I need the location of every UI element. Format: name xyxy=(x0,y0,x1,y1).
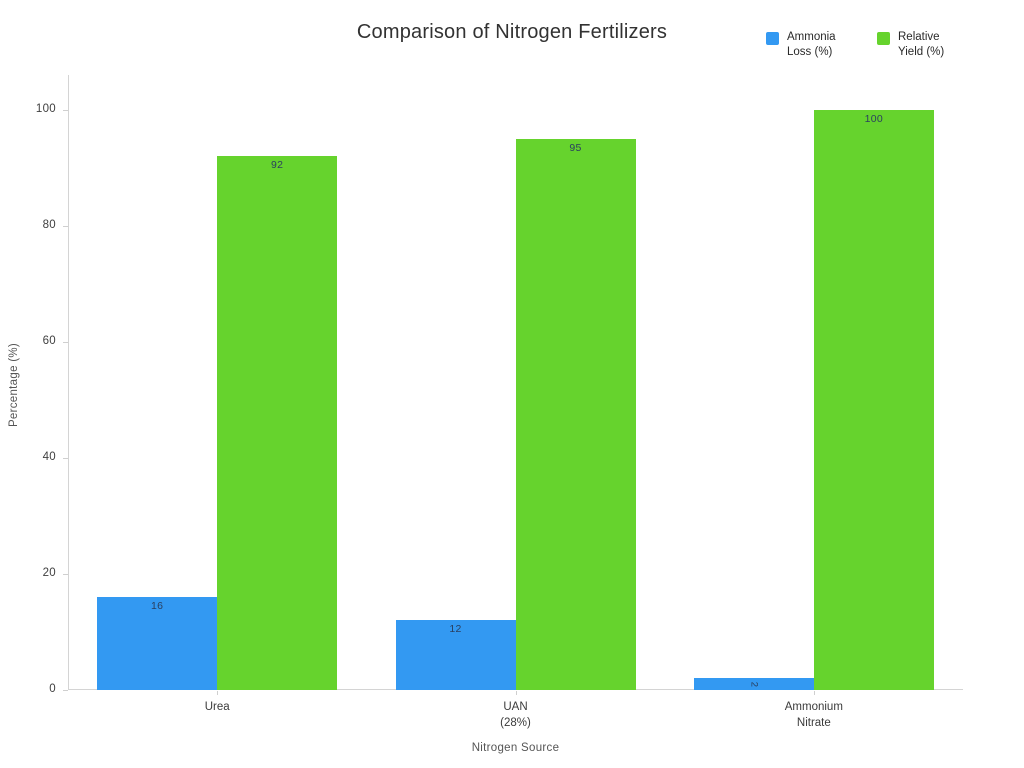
legend-label: Relative Yield (%) xyxy=(898,31,945,58)
bar-value-label: 12 xyxy=(449,623,462,636)
x-tick-mark xyxy=(813,691,815,695)
y-tick-mark xyxy=(63,457,68,459)
legend-swatch-icon xyxy=(766,32,779,45)
bar-value-label: 16 xyxy=(151,600,164,613)
x-axis-title: Nitrogen Source xyxy=(471,742,560,754)
bar-ammonia-loss: 16 xyxy=(97,597,218,690)
bar-value-label: 2 xyxy=(748,681,760,687)
y-tick-mark xyxy=(63,690,68,691)
bar-relative-yield: 92 xyxy=(217,156,338,690)
y-tick-label: 100 xyxy=(35,102,56,115)
chart-title: Comparison of Nitrogen Fertilizers xyxy=(356,21,668,43)
bar-value-label: 95 xyxy=(569,141,582,154)
y-tick-label: 20 xyxy=(42,566,56,579)
y-tick-mark xyxy=(63,573,68,575)
y-tick-label: 60 xyxy=(42,334,56,347)
legend-item-ammonia-loss[interactable]: Ammonia Loss (%) xyxy=(766,30,851,60)
bar-ammonia-loss: 12 xyxy=(395,620,516,690)
y-tick-mark xyxy=(63,109,68,111)
legend-swatch-icon xyxy=(877,32,890,45)
y-axis-title: Percentage (%) xyxy=(8,342,20,428)
x-tick-mark xyxy=(515,691,517,695)
y-tick-mark xyxy=(63,225,68,227)
x-tick-label: UAN (28%) xyxy=(500,701,531,729)
bar-relative-yield: 100 xyxy=(813,109,934,690)
y-tick-label: 40 xyxy=(42,450,56,463)
bar-value-label: 92 xyxy=(271,159,284,172)
y-tick-label: 80 xyxy=(42,218,56,231)
bar-ammonia-loss: 2 xyxy=(693,678,814,690)
legend: Ammonia Loss (%) Relative Yield (%) xyxy=(766,30,962,60)
bar-relative-yield: 95 xyxy=(515,138,636,690)
x-tick-label: Ammonium Nitrate xyxy=(784,701,843,729)
x-tick-label: Urea xyxy=(204,701,230,713)
bar-value-label: 100 xyxy=(864,112,884,125)
x-tick-mark xyxy=(217,691,219,695)
y-tick-label: 0 xyxy=(49,683,56,695)
legend-item-relative-yield[interactable]: Relative Yield (%) xyxy=(877,30,962,60)
y-tick-mark xyxy=(63,341,68,343)
legend-label: Ammonia Loss (%) xyxy=(787,31,836,58)
